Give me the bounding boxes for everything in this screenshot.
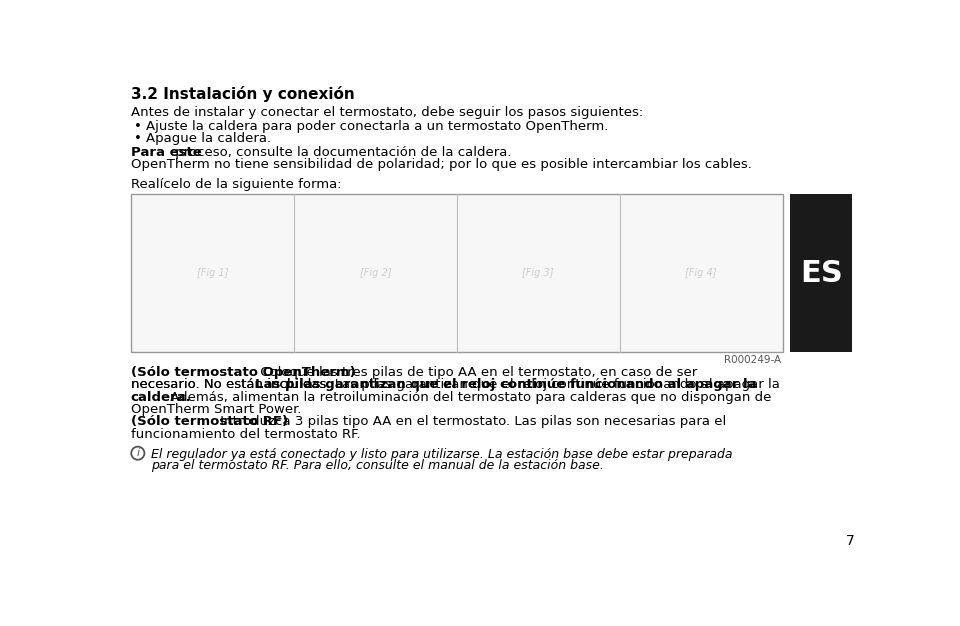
Text: OpenTherm Smart Power.: OpenTherm Smart Power. xyxy=(131,403,301,416)
Text: Antes de instalar y conectar el termostato, debe seguir los pasos siguientes:: Antes de instalar y conectar el termosta… xyxy=(131,106,643,119)
Text: ES: ES xyxy=(800,259,843,288)
Bar xyxy=(790,195,852,352)
Bar xyxy=(131,195,782,352)
Text: Las pilas garantizan que el reloj continúe funcionando al apagar la: Las pilas garantizan que el reloj contin… xyxy=(254,379,756,391)
Text: caldera.: caldera. xyxy=(131,391,192,404)
Text: (Sólo termostato RF): (Sólo termostato RF) xyxy=(131,416,288,428)
Text: El regulador ya está conectado y listo para utilizarse. La estación base debe es: El regulador ya está conectado y listo p… xyxy=(151,448,732,461)
Text: [Fig 1]: [Fig 1] xyxy=(197,269,228,279)
Text: i: i xyxy=(136,448,139,458)
Text: [Fig 3]: [Fig 3] xyxy=(522,269,554,279)
Text: Realícelo de la siguiente forma:: Realícelo de la siguiente forma: xyxy=(131,178,342,192)
Text: proceso, consulte la documentación de la caldera.: proceso, consulte la documentación de la… xyxy=(171,146,512,159)
Text: funcionamiento del termostato RF.: funcionamiento del termostato RF. xyxy=(131,428,360,441)
Text: 7: 7 xyxy=(846,534,854,548)
Text: •: • xyxy=(134,120,142,133)
Text: [Fig 4]: [Fig 4] xyxy=(685,269,717,279)
Text: Apague la caldera.: Apague la caldera. xyxy=(146,132,272,145)
Text: para el termostato RF. Para ello, consulte el manual de la estación base.: para el termostato RF. Para ello, consul… xyxy=(151,459,604,471)
Text: Ajuste la caldera para poder conectarla a un termostato OpenTherm.: Ajuste la caldera para poder conectarla … xyxy=(146,120,609,133)
Text: necesario. No están incluidas.: necesario. No están incluidas. xyxy=(131,379,335,391)
Text: R000249-A: R000249-A xyxy=(724,355,781,364)
Text: •: • xyxy=(134,132,142,145)
Text: (Sólo termostato OpenTherm): (Sólo termostato OpenTherm) xyxy=(131,366,355,379)
Text: Coloque las tres pilas de tipo AA en el termostato, en caso de ser: Coloque las tres pilas de tipo AA en el … xyxy=(256,366,698,379)
Text: Para este: Para este xyxy=(131,146,202,159)
Text: 3.2 Instalación y conexión: 3.2 Instalación y conexión xyxy=(131,86,354,102)
Text: Además, alimentan la retroiluminación del termostato para calderas que no dispon: Además, alimentan la retroiluminación de… xyxy=(166,391,772,404)
Text: [Fig 2]: [Fig 2] xyxy=(359,269,391,279)
Text: OpenTherm no tiene sensibilidad de polaridad; por lo que es posible intercambiar: OpenTherm no tiene sensibilidad de polar… xyxy=(131,158,752,172)
Text: Introduzca 3 pilas tipo AA en el termostato. Las pilas son necesarias para el: Introduzca 3 pilas tipo AA en el termost… xyxy=(216,416,727,428)
Text: necesario. No están incluidas. Las pilas garantizan que el reloj continúe funcio: necesario. No están incluidas. Las pilas… xyxy=(131,379,780,391)
